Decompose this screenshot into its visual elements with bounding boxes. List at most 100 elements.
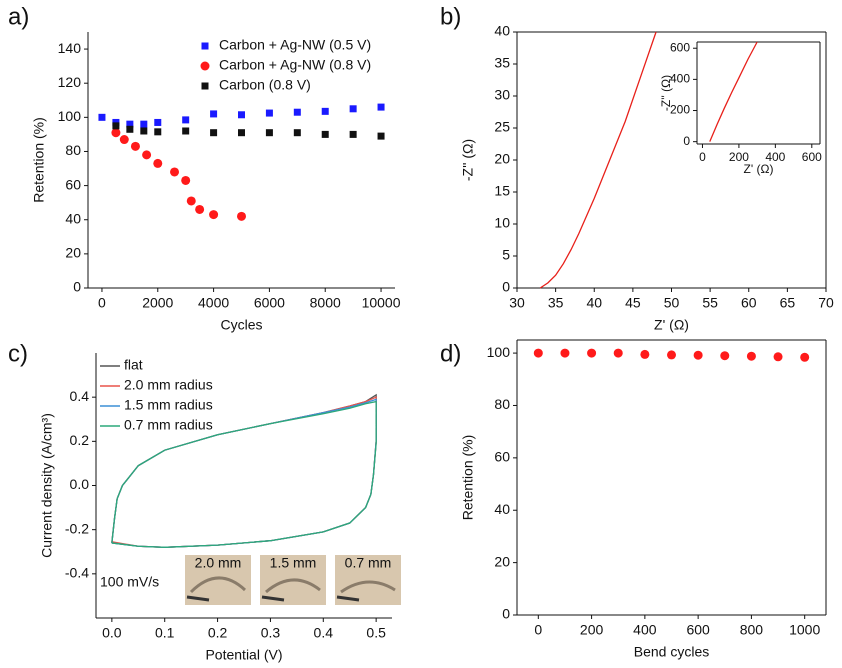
y-tick-label: -0.2 bbox=[65, 520, 89, 536]
y-tick-label: 0 bbox=[502, 279, 510, 295]
legend-marker bbox=[201, 82, 209, 90]
marker bbox=[119, 135, 129, 145]
x-tick-label: 40 bbox=[586, 295, 602, 311]
line bbox=[539, 31, 657, 289]
marker bbox=[321, 130, 329, 138]
y-tick-label: 10 bbox=[494, 215, 510, 231]
marker bbox=[186, 196, 196, 206]
marker bbox=[154, 118, 162, 126]
marker bbox=[265, 129, 273, 137]
marker bbox=[746, 351, 756, 361]
marker bbox=[111, 128, 121, 138]
y-tick-label: 0 bbox=[502, 606, 510, 622]
x-axis-label: Bend cycles bbox=[634, 644, 709, 660]
x-tick-label: 10000 bbox=[362, 295, 401, 311]
y-tick-label: 100 bbox=[487, 344, 511, 360]
inset-background bbox=[697, 42, 820, 144]
y-axis-label: Current density (A/cm³) bbox=[39, 413, 55, 558]
marker bbox=[140, 120, 148, 128]
photo-label: 2.0 mm bbox=[195, 555, 242, 571]
legend-label: Carbon + Ag-NW (0.8 V) bbox=[219, 57, 371, 73]
y-tick-label: 15 bbox=[494, 183, 510, 199]
photo bbox=[335, 555, 401, 605]
marker bbox=[613, 348, 623, 358]
y-tick-label: 0.0 bbox=[70, 476, 90, 492]
y-tick-label: 100 bbox=[58, 108, 82, 124]
marker bbox=[321, 107, 329, 115]
x-tick-label: 2000 bbox=[142, 295, 173, 311]
x-tick-label: 0.2 bbox=[208, 625, 228, 641]
legend-label: 2.0 mm radius bbox=[124, 377, 213, 393]
x-tick-label: 0.1 bbox=[155, 625, 175, 641]
photo-device bbox=[189, 576, 247, 594]
marker bbox=[140, 127, 148, 135]
photo-device bbox=[340, 580, 396, 594]
x-tick-label: 60 bbox=[741, 295, 757, 311]
marker bbox=[349, 105, 357, 113]
x-tick-label: 30 bbox=[509, 295, 525, 311]
x-axis-label: Z' (Ω) bbox=[744, 162, 774, 176]
x-tick-label: 200 bbox=[580, 622, 604, 638]
panel-label: b) bbox=[440, 3, 461, 30]
x-axis-label: Potential (V) bbox=[205, 647, 282, 663]
x-tick-label: 70 bbox=[818, 295, 834, 311]
y-tick-label: -0.4 bbox=[65, 565, 89, 581]
y-tick-label: 0.2 bbox=[70, 432, 90, 448]
y-tick-label: 25 bbox=[494, 119, 510, 135]
marker bbox=[130, 141, 140, 151]
x-tick-label: 0.4 bbox=[314, 625, 334, 641]
x-tick-label: 400 bbox=[765, 150, 785, 164]
x-tick-label: 400 bbox=[633, 622, 657, 638]
photo-label: 1.5 mm bbox=[270, 555, 317, 571]
legend-label: 1.5 mm radius bbox=[124, 397, 213, 413]
y-tick-label: 40 bbox=[65, 210, 81, 226]
y-tick-label: 20 bbox=[494, 553, 510, 569]
marker bbox=[154, 128, 162, 136]
marker bbox=[112, 122, 120, 130]
panel-label: c) bbox=[8, 340, 28, 367]
marker bbox=[773, 352, 783, 362]
x-tick-label: 1000 bbox=[789, 622, 820, 638]
y-tick-label: 80 bbox=[494, 396, 510, 412]
x-tick-label: 4000 bbox=[198, 295, 229, 311]
marker bbox=[377, 103, 385, 111]
marker bbox=[349, 130, 357, 138]
y-tick-label: 0 bbox=[683, 134, 690, 148]
y-tick-label: 60 bbox=[494, 449, 510, 465]
panel: 0 200 400 600 0 200 400 600 Z' (Ω) -Z'' (Ω) bbox=[659, 40, 822, 176]
marker bbox=[238, 129, 245, 137]
panel: 30 35 40 45 50 55 60 65 70 0 5 10 15 20 25 30 35 40 Z' (Ω)… bbox=[440, 3, 834, 332]
y-axis-label: -Z'' (Ω) bbox=[659, 75, 673, 111]
marker bbox=[142, 150, 152, 160]
y-tick-label: 0 bbox=[73, 279, 81, 295]
marker bbox=[238, 111, 245, 119]
x-tick-label: 600 bbox=[802, 150, 822, 164]
legend-label: Carbon + Ag-NW (0.5 V) bbox=[219, 37, 371, 53]
legend-marker bbox=[201, 42, 209, 50]
y-tick-label: 35 bbox=[494, 55, 510, 71]
marker bbox=[533, 348, 543, 358]
y-tick-label: 5 bbox=[502, 247, 510, 263]
x-tick-label: 0 bbox=[98, 295, 106, 311]
marker bbox=[153, 158, 163, 168]
marker bbox=[170, 167, 180, 177]
marker bbox=[800, 352, 810, 362]
y-tick-label: 400 bbox=[670, 72, 690, 86]
x-tick-label: 0 bbox=[699, 150, 706, 164]
y-axis-label: -Z'' (Ω) bbox=[460, 139, 476, 181]
photo-clip bbox=[186, 595, 210, 602]
marker bbox=[182, 127, 190, 135]
marker bbox=[195, 204, 205, 214]
marker bbox=[126, 125, 134, 133]
panel-label: a) bbox=[8, 3, 29, 30]
y-tick-label: 140 bbox=[58, 40, 82, 56]
panel-label: d) bbox=[440, 340, 461, 367]
legend-label: 0.7 mm radius bbox=[124, 417, 213, 433]
photo-device bbox=[265, 578, 321, 594]
x-tick-label: 0.0 bbox=[102, 625, 122, 641]
y-axis-label: Retention (%) bbox=[31, 117, 47, 203]
x-tick-label: 65 bbox=[780, 295, 796, 311]
marker bbox=[237, 211, 246, 221]
y-tick-label: 40 bbox=[494, 23, 510, 39]
x-tick-label: 600 bbox=[686, 622, 710, 638]
